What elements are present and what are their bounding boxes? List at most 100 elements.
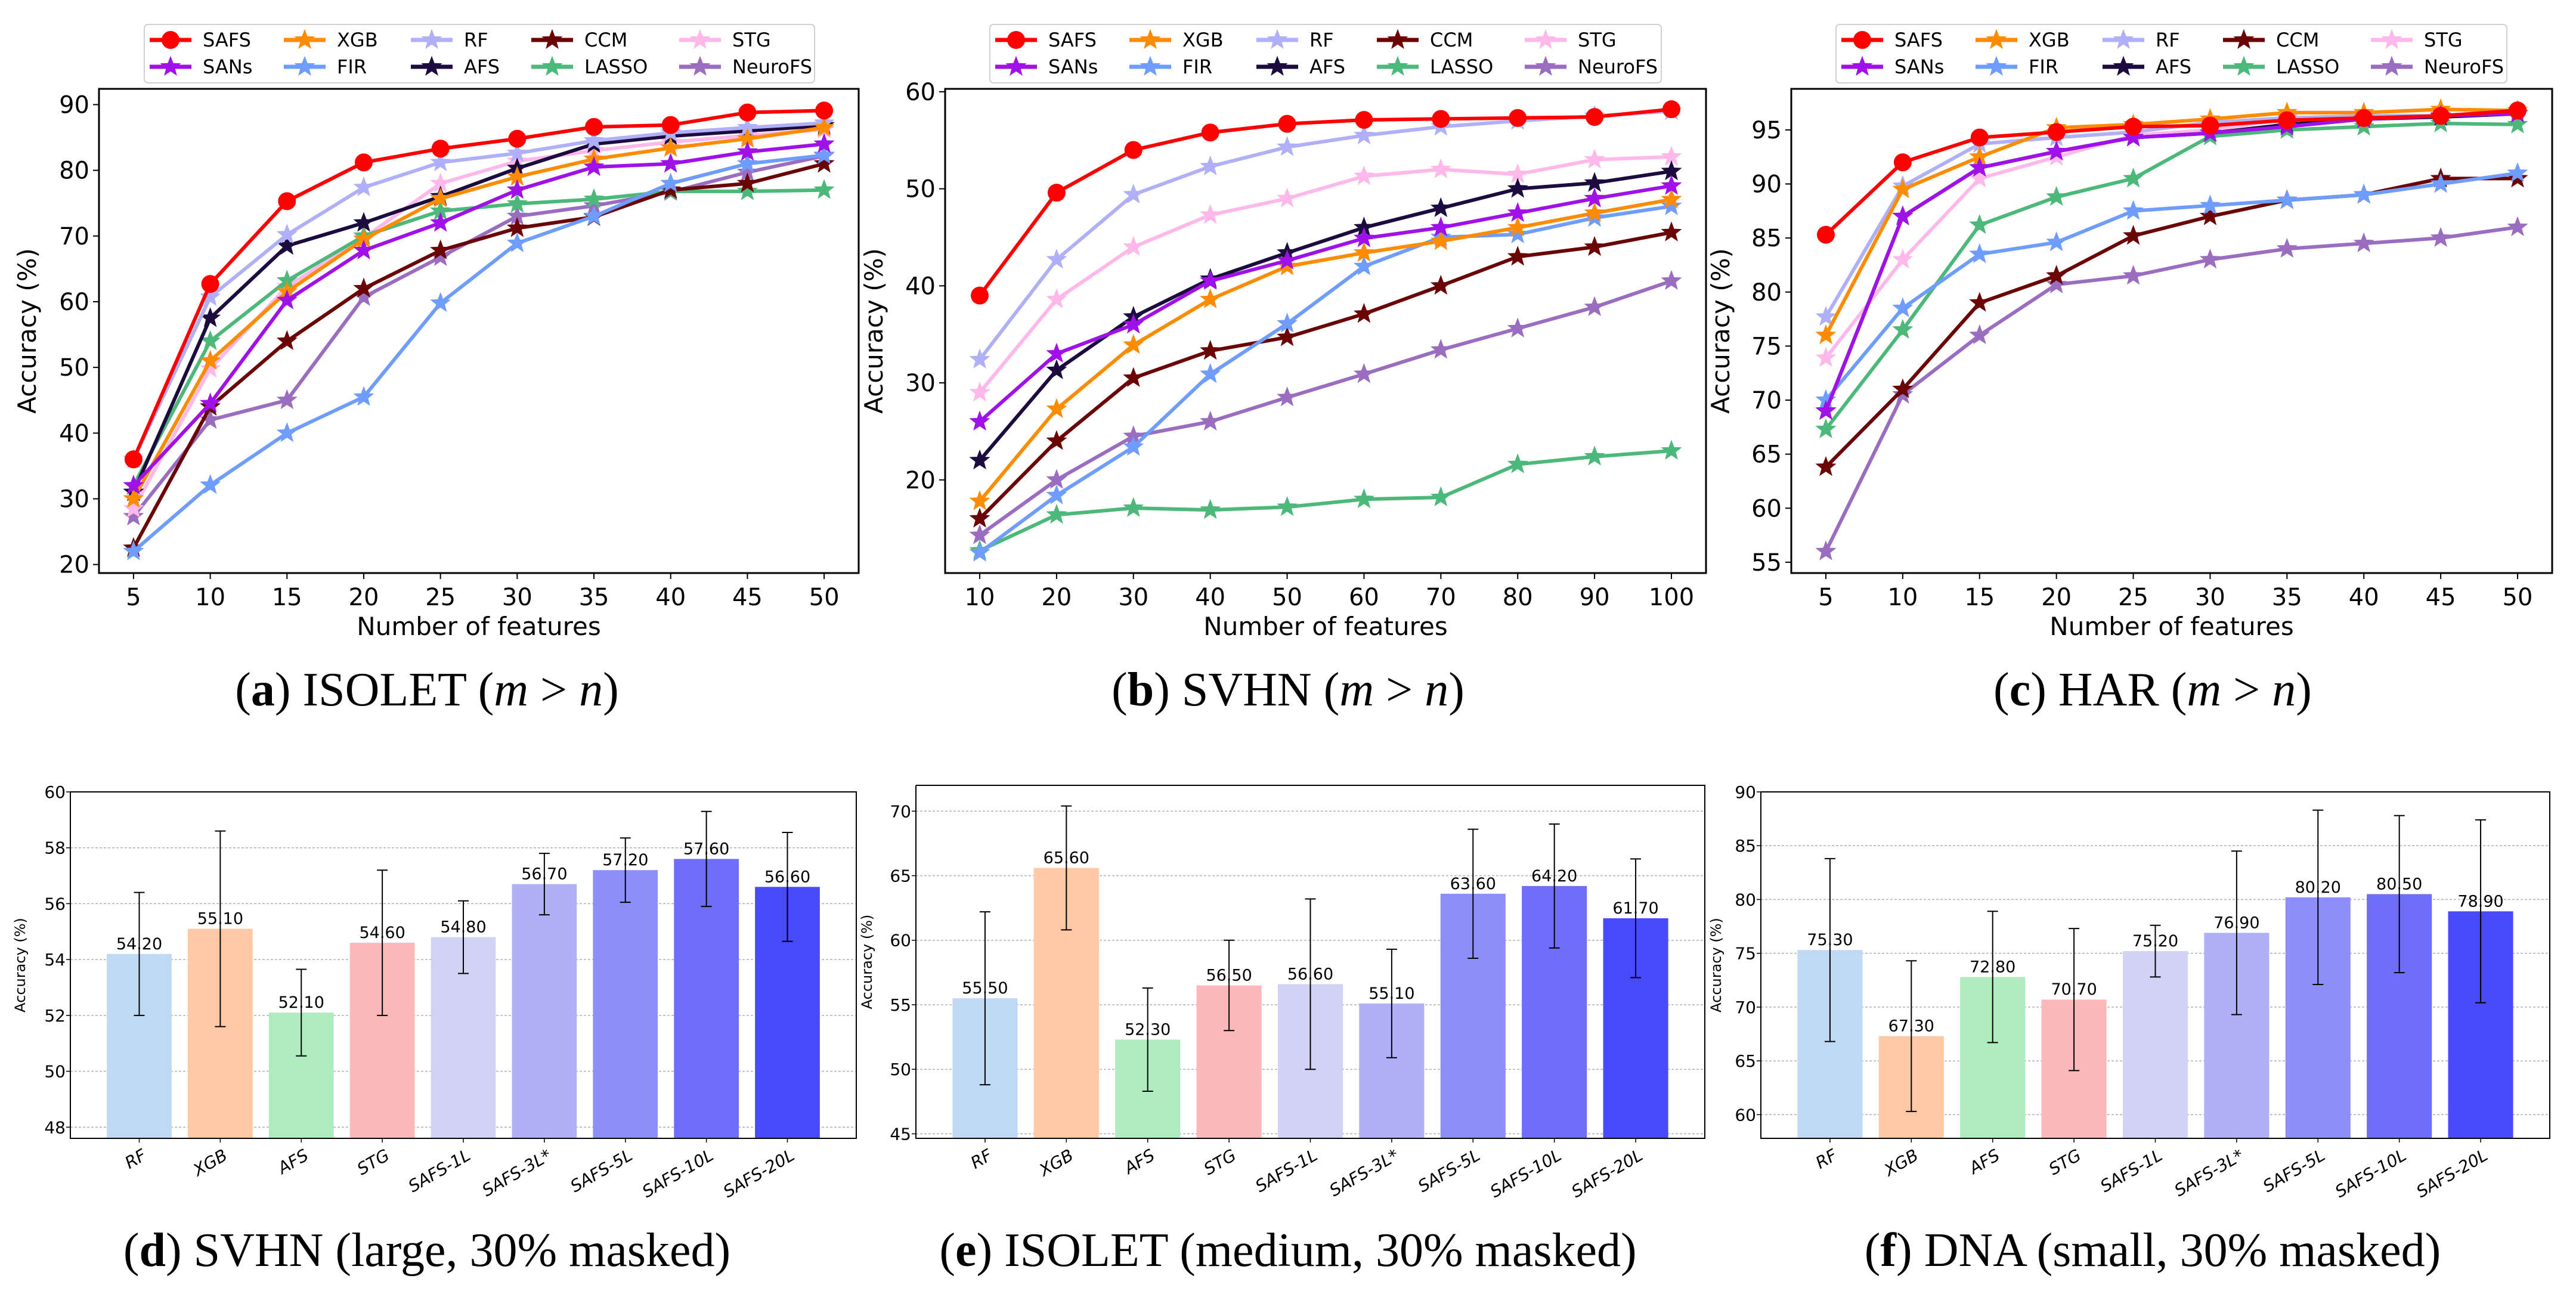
- legend-item-sans: SANs: [150, 55, 252, 78]
- x-tick-label: 45: [732, 584, 763, 611]
- x-tick-label: AFS: [1965, 1145, 2003, 1178]
- legend-marker-star-icon: [2113, 29, 2134, 49]
- data-point-safs: [2201, 116, 2219, 135]
- data-point-safs: [1047, 184, 1066, 202]
- y-tick-label: 60: [905, 79, 936, 106]
- legend-label: SAFS: [1048, 29, 1097, 51]
- data-point-safs: [1124, 141, 1143, 159]
- legend-marker-circle-icon: [162, 31, 179, 49]
- data-point-fir: [506, 232, 528, 252]
- legend-label: RF: [464, 29, 488, 51]
- y-tick-label: 70: [1751, 387, 1782, 414]
- x-tick-label: SAFS-10L: [639, 1145, 717, 1202]
- y-tick-label: 95: [1751, 117, 1782, 144]
- legend-item-fir: FIR: [1129, 55, 1212, 78]
- legend-marker-star-icon: [1535, 29, 1556, 49]
- y-tick-label: 60: [1735, 1105, 1756, 1125]
- bar-value-label: 52.10: [278, 993, 324, 1012]
- data-point-safs: [124, 450, 143, 469]
- data-point-safs: [1278, 114, 1296, 133]
- series-fir: [1815, 162, 2528, 409]
- chart-panel-b: 20 30 40 50 60 10 20 30 40 50 60 70 80 90 100 Number of…: [859, 24, 1707, 641]
- legend-marker-star-icon: [2233, 29, 2255, 49]
- legend: SAFS SANs XGB FIR RF AFS CCM LASSO STG NeuroFS: [144, 24, 815, 83]
- caption-math: m > n: [2159, 664, 2312, 716]
- legend-item-stg: STG: [679, 29, 771, 51]
- y-tick-label: 75: [1751, 333, 1782, 360]
- y-tick-label: 90: [1735, 782, 1756, 802]
- caption-f: fDNA (small, 30% masked): [1865, 1224, 2441, 1278]
- legend-marker-star-icon: [1005, 55, 1027, 76]
- data-point-safs: [2509, 101, 2527, 120]
- legend-label: STG: [1578, 29, 1617, 51]
- data-point-sans: [276, 289, 298, 309]
- x-tick-label: 25: [2118, 584, 2148, 611]
- legend-item-neurofs: NeuroFS: [679, 55, 812, 78]
- series-line-sans: [132, 142, 825, 487]
- data-point-fir: [1200, 363, 1221, 383]
- data-point-lasso: [1277, 496, 1298, 516]
- x-tick-label: SAFS-20L: [720, 1145, 798, 1202]
- data-point-ccm: [2123, 225, 2144, 245]
- data-point-fir: [1046, 484, 1067, 504]
- data-point-neurofs: [276, 389, 298, 410]
- bar-value-label: 75.20: [2132, 932, 2178, 951]
- chart-panel-e: 45 50 55 60 65 70 55.50 RF 65.60 XGB 52.30 AFS 56.50…: [859, 785, 1705, 1202]
- chart-panel-c: 55 60 65 70 75 80 85 90 95 5 10 15 20 25 30 35 40 45 50 Num…: [1706, 24, 2553, 641]
- data-point-safs: [201, 275, 219, 293]
- y-tick-label: 90: [59, 91, 89, 119]
- legend-item-ccm: CCM: [2223, 29, 2319, 51]
- data-point-sans: [736, 141, 758, 161]
- legend-item-safs: SAFS: [150, 29, 251, 51]
- data-point-safs: [1509, 109, 1527, 127]
- legend-marker-star-icon: [1267, 55, 1288, 76]
- data-point-sans: [1969, 156, 1990, 177]
- data-point-ccm: [1277, 326, 1298, 346]
- caption-op: >: [528, 664, 580, 716]
- x-axis-label: Number of features: [2049, 612, 2293, 641]
- data-point-stg: [1046, 288, 1067, 309]
- data-point-safs: [431, 140, 450, 158]
- data-point-safs: [2432, 107, 2450, 125]
- caption-n: n: [2272, 664, 2296, 716]
- data-point-xgb: [1815, 324, 1837, 345]
- x-tick-label: STG: [2045, 1145, 2084, 1179]
- data-point-lasso: [583, 188, 605, 208]
- legend-marker-star-icon: [2113, 55, 2134, 76]
- caption-e: eISOLET (medium, 30% masked): [939, 1224, 1636, 1278]
- data-point-safs: [1817, 225, 1835, 244]
- caption-n: n: [1425, 664, 1449, 716]
- data-point-safs: [1893, 153, 1912, 172]
- data-point-stg: [1892, 248, 1914, 269]
- legend: SAFS SANs XGB FIR RF AFS CCM LASSO STG NeuroFS: [989, 24, 1662, 83]
- legend-label: NeuroFS: [2424, 55, 2504, 78]
- legend-item-fir: FIR: [1976, 55, 2058, 78]
- data-point-fir: [736, 153, 758, 173]
- legend-marker-star-icon: [1140, 55, 1161, 76]
- x-axis-label: Number of features: [1203, 612, 1447, 641]
- data-point-ccm: [276, 330, 298, 350]
- y-tick-label: 30: [905, 370, 936, 397]
- y-tick-label: 80: [1735, 890, 1756, 909]
- caption-m: m: [2187, 664, 2222, 716]
- data-point-lasso: [1430, 486, 1451, 506]
- data-point-neurofs: [1046, 469, 1067, 489]
- data-point-safs: [278, 192, 296, 210]
- data-point-xgb: [1584, 202, 1605, 222]
- data-point-xgb: [660, 137, 682, 157]
- x-tick-label: 50: [1272, 584, 1302, 611]
- legend-label: STG: [2424, 29, 2463, 51]
- legend-label: CCM: [584, 29, 627, 51]
- legend-label: STG: [732, 29, 771, 51]
- data-point-safs: [585, 117, 603, 136]
- x-tick-label: 35: [579, 584, 609, 611]
- legend-item-xgb: XGB: [1976, 29, 2070, 51]
- y-axis-label: Accuracy (%): [13, 248, 42, 414]
- x-tick-label: STG: [354, 1145, 392, 1179]
- legend-item-lasso: LASSO: [2223, 55, 2339, 78]
- series-line-sans: [979, 184, 1672, 423]
- data-point-fir: [1661, 195, 1682, 215]
- plot-frame: [944, 88, 1707, 574]
- caption-n: n: [579, 664, 603, 716]
